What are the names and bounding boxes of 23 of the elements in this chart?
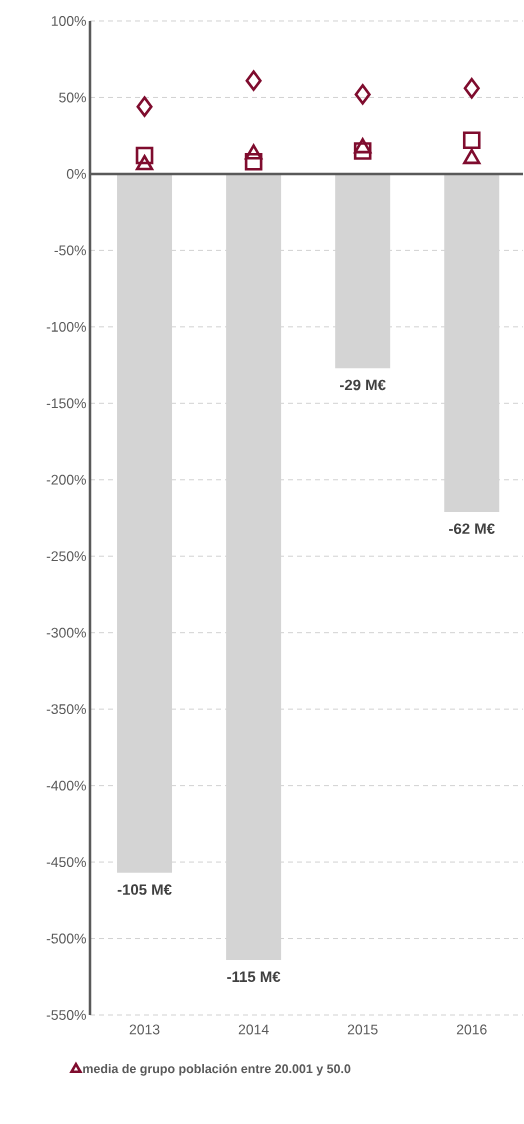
y-tick-label: 0% [66, 168, 86, 179]
y-tick-label: -300% [46, 627, 86, 638]
x-tick-label: 2016 [456, 1024, 487, 1035]
y-tick-label: -250% [46, 551, 86, 562]
y-tick-label: -400% [46, 780, 86, 791]
y-tick-label: -350% [46, 704, 86, 715]
y-tick-label: -200% [46, 474, 86, 485]
y-tick-label: -500% [46, 933, 86, 944]
annotation: -29 M€ [339, 379, 386, 391]
y-tick-label: 50% [59, 92, 86, 103]
y-tick-label: -450% [46, 857, 86, 868]
x-tick-label: 2014 [238, 1024, 269, 1035]
y-tick-label: -150% [46, 398, 86, 409]
annotation: -105 M€ [117, 884, 172, 895]
y-tick-label: 100% [51, 16, 86, 26]
y-tick-label: -100% [46, 321, 86, 332]
x-tick-label: 2015 [347, 1024, 378, 1035]
y-tick-label: -550% [46, 1010, 86, 1020]
y-tick-label: -50% [54, 245, 86, 256]
legend-label: media de grupo población entre 20.001 y 50.0 [83, 1063, 351, 1076]
annotation: -115 M€ [227, 971, 281, 983]
annotation: -62 M€ [448, 523, 495, 534]
x-tick-label: 2013 [129, 1024, 160, 1035]
